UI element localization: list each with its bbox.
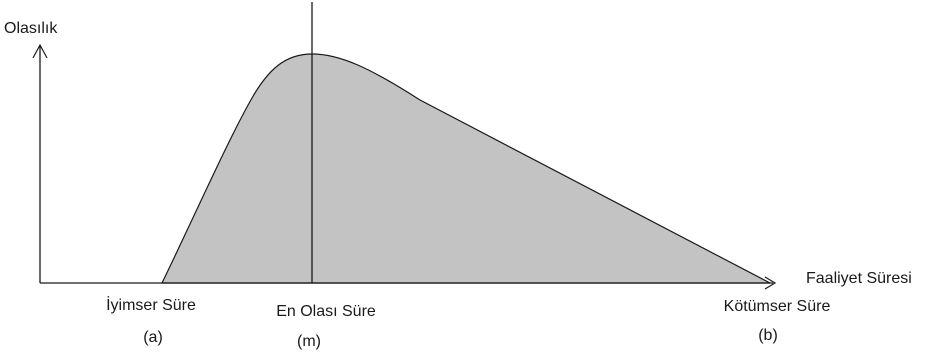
y-axis-label: Olasılık: [4, 20, 58, 37]
x-axis-arrowhead: [764, 276, 777, 290]
distribution-area: [161, 53, 771, 284]
optimistic-time-symbol: (a): [143, 329, 163, 346]
y-axis-arrowhead: [32, 43, 48, 59]
pessimistic-time-symbol: (b): [758, 327, 778, 344]
optimistic-time-label: İyimser Süre: [106, 297, 196, 314]
most-likely-time-label: En Olası Süre: [276, 303, 376, 320]
x-axis-label: Faaliyet Süresi: [806, 270, 912, 287]
pessimistic-time-label: Kötümser Süre: [723, 298, 831, 315]
most-likely-time-symbol: (m): [297, 333, 321, 350]
